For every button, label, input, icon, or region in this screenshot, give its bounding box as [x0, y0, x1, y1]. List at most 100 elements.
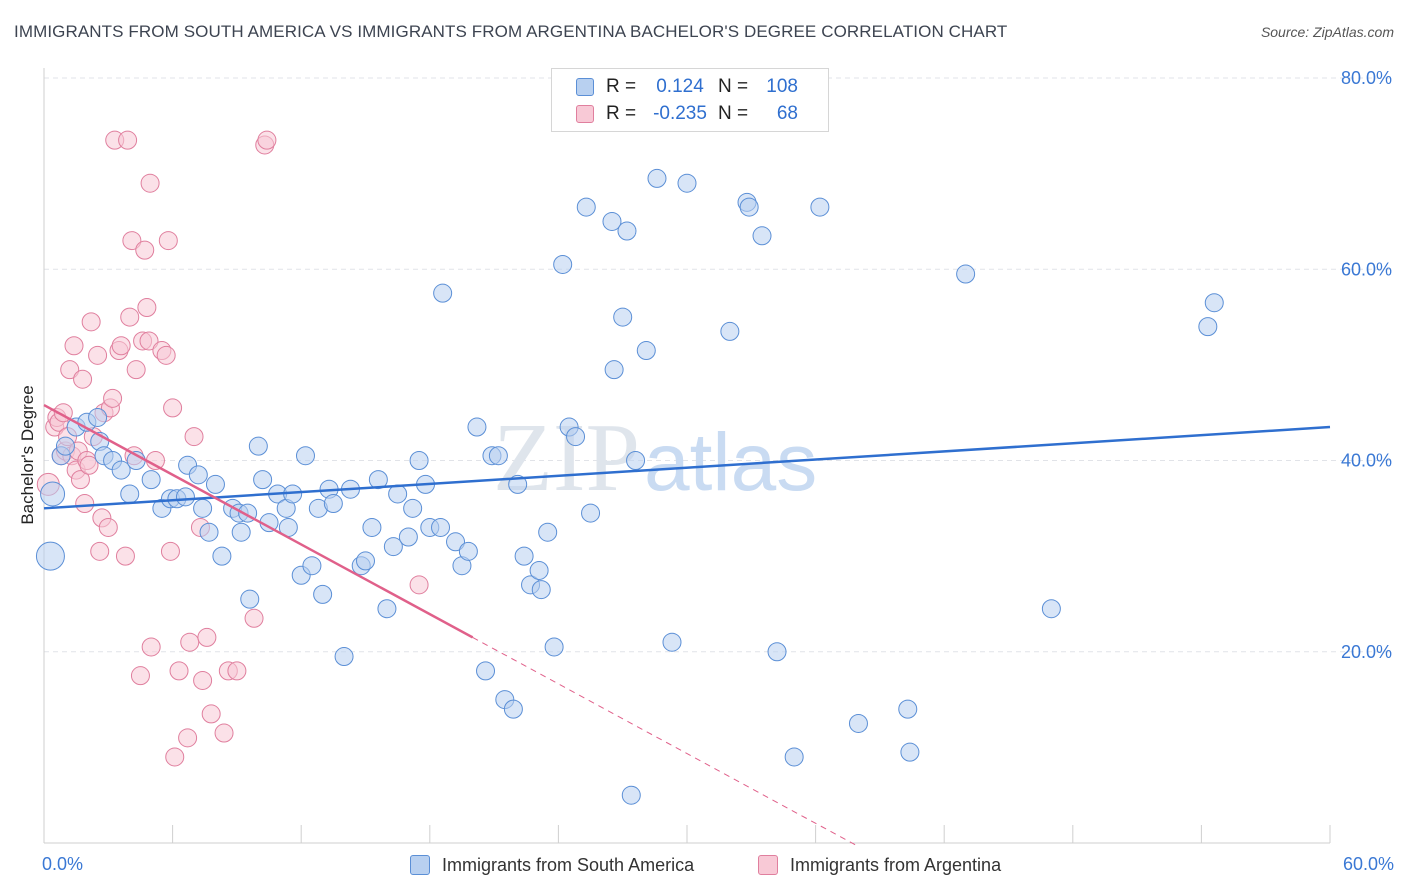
blue-point — [120, 484, 140, 504]
pink-point — [156, 345, 176, 365]
blue-point — [323, 494, 343, 514]
pink-point — [139, 331, 159, 351]
bottom-legend-blue: Immigrants from South America — [410, 852, 694, 878]
blue-point — [240, 589, 260, 609]
blue-point — [621, 785, 641, 805]
blue-point — [141, 470, 161, 490]
chart-title: IMMIGRANTS FROM SOUTH AMERICA VS IMMIGRA… — [14, 22, 1008, 41]
pink-point — [115, 546, 135, 566]
blue-swatch-icon — [576, 78, 594, 96]
blue-point — [613, 307, 633, 327]
blue-point — [188, 465, 208, 485]
bottom-legend-pink: Immigrants from Argentina — [758, 852, 1001, 878]
y-axis-label: Bachelor's Degree — [18, 385, 37, 525]
trend-lines — [43, 403, 1331, 847]
x-tick-label-min: 0.0% — [42, 854, 83, 874]
blue-point — [553, 254, 573, 274]
pink-point — [169, 661, 189, 681]
pink-trend-line — [43, 403, 474, 639]
blue-point — [431, 517, 451, 537]
blue-point — [488, 446, 508, 466]
blue-point — [88, 407, 108, 427]
pink-point — [165, 747, 185, 767]
blue-point — [295, 446, 315, 466]
y-tick-label: 60.0% — [1341, 259, 1392, 279]
blue-point — [446, 532, 466, 552]
blue-point — [647, 168, 667, 188]
blue-point — [205, 474, 225, 494]
pink-point — [64, 336, 84, 356]
blue-point — [848, 713, 868, 733]
blue-point — [602, 211, 622, 231]
blue-point — [576, 197, 596, 217]
blue-point — [476, 661, 496, 681]
blue-point — [529, 560, 549, 580]
pink-point — [141, 637, 161, 657]
blue-point — [604, 360, 624, 380]
pink-point — [135, 240, 155, 260]
blue-point — [467, 417, 487, 437]
pink-point — [126, 360, 146, 380]
legend-r-label: R = — [606, 103, 637, 124]
tick-labels: 20.0% 40.0% 60.0% 80.0% 0.0% 60.0% — [42, 68, 1394, 874]
pink-point — [90, 541, 110, 561]
pink-point — [137, 298, 157, 317]
pink-point — [60, 360, 80, 380]
legend-n-label: N = — [718, 76, 749, 97]
blue-point — [531, 580, 551, 600]
blue-point — [1041, 599, 1061, 619]
blue-point — [538, 522, 558, 542]
pink-point — [214, 723, 234, 743]
blue-point — [111, 460, 131, 480]
axes — [43, 68, 1331, 844]
blue-point — [199, 522, 219, 542]
blue-swatch-icon — [410, 855, 430, 875]
blue-point — [212, 546, 232, 566]
pink-point — [163, 398, 183, 418]
blue-point — [739, 197, 759, 217]
blue-point — [334, 647, 354, 667]
pink-point — [70, 470, 90, 490]
blue-point — [514, 546, 534, 566]
pink-point — [120, 307, 140, 327]
watermark-atlas: atlas — [644, 417, 817, 508]
blue-point — [581, 503, 601, 523]
blue-points — [35, 168, 1224, 805]
blue-point — [1198, 317, 1218, 337]
bottom-legend-blue-label: Immigrants from South America — [442, 854, 695, 875]
blue-point — [253, 470, 273, 490]
blue-point — [377, 599, 397, 619]
legend-r-value-pink: -0.235 — [653, 103, 707, 124]
legend-row-pink: R = -0.235 N = 68 — [576, 101, 798, 127]
pink-point — [160, 541, 180, 561]
pink-point — [118, 130, 138, 150]
pink-point — [79, 455, 99, 475]
pink-point — [409, 575, 429, 595]
pink-swatch-icon — [758, 855, 778, 875]
blue-point — [752, 226, 772, 246]
blue-point — [617, 221, 637, 241]
pink-point — [98, 517, 118, 537]
blue-point — [1204, 293, 1224, 313]
pink-point — [180, 632, 200, 652]
y-tick-label: 80.0% — [1341, 68, 1392, 88]
blue-point — [302, 556, 322, 576]
pink-point — [178, 728, 198, 748]
pink-point — [122, 231, 142, 251]
blue-point — [503, 699, 523, 719]
grid-lines — [44, 77, 1392, 653]
pink-trend-extension — [472, 636, 859, 847]
blue-point — [313, 584, 333, 604]
blue-point — [356, 551, 375, 571]
blue-point — [35, 541, 65, 571]
bottom-legend-pink-label: Immigrants from Argentina — [790, 854, 1002, 875]
blue-point — [388, 484, 408, 504]
blue-point — [403, 498, 423, 518]
blue-point — [900, 742, 920, 762]
pink-point — [193, 670, 213, 690]
blue-point — [956, 264, 976, 284]
watermark: ZIP atlas — [493, 404, 817, 512]
blue-point — [193, 498, 213, 518]
blue-point — [40, 481, 66, 507]
blue-point — [767, 642, 787, 662]
